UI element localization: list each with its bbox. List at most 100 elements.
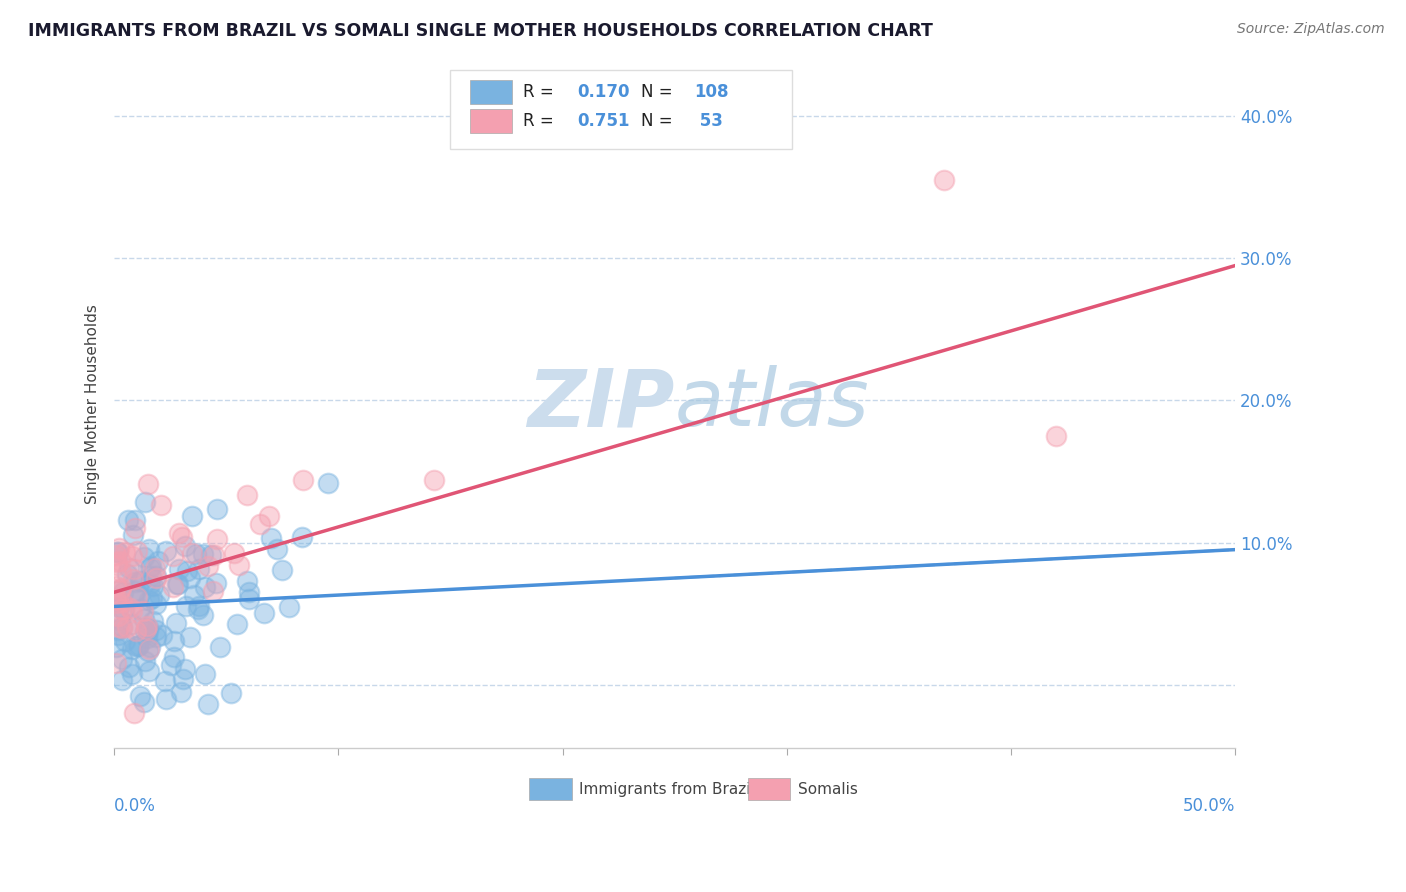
Point [107,545,129,559]
Point [238,584,260,599]
Point [105,592,128,607]
Text: 0.0%: 0.0% [114,797,156,814]
Point [121,572,143,586]
Text: 0.751: 0.751 [578,112,630,130]
Point [131,604,153,618]
Point [111,595,134,609]
Point [174,539,197,553]
Text: 0.170: 0.170 [578,83,630,101]
Point [124,584,146,599]
Point [183,588,205,602]
Point [174,599,197,613]
Point [145,569,167,583]
Point [236,488,259,502]
Point [138,664,160,678]
Point [114,634,136,648]
Point [134,624,156,639]
Point [111,621,134,635]
Point [145,597,167,611]
Point [162,549,184,563]
Point [105,596,128,610]
Point [124,521,146,535]
Point [207,501,229,516]
Point [115,620,138,634]
FancyBboxPatch shape [450,70,793,149]
Point [181,508,204,523]
Point [111,620,134,634]
Point [125,590,148,604]
Point [128,638,150,652]
Point [170,685,193,699]
Point [1045,429,1067,443]
Point [124,574,146,589]
Point [187,601,209,615]
Point [105,578,128,592]
Text: N =: N = [641,83,678,101]
Point [108,554,131,568]
Point [121,666,143,681]
Point [138,542,160,557]
Point [238,591,260,606]
Point [105,640,128,655]
Point [260,531,283,545]
Point [932,173,955,187]
Point [136,644,159,658]
Point [291,530,314,544]
Point [149,498,172,512]
Point [205,576,228,591]
Point [186,547,208,561]
Text: ZIP: ZIP [527,365,675,443]
Point [145,630,167,644]
Point [134,611,156,625]
Point [423,473,446,487]
Point [121,549,143,563]
Text: Somalis: Somalis [799,781,858,797]
Y-axis label: Single Mother Households: Single Mother Households [86,304,100,504]
Point [292,473,315,487]
Point [142,579,165,593]
Point [105,545,128,559]
Point [202,548,225,562]
Point [187,562,209,576]
Point [153,674,176,689]
Point [134,550,156,565]
Point [139,577,162,591]
Point [122,527,145,541]
Point [193,547,215,561]
FancyBboxPatch shape [470,79,512,104]
Point [134,495,156,509]
Point [134,654,156,668]
Point [197,697,219,711]
Point [105,584,128,599]
Point [165,615,187,630]
Point [163,633,186,648]
Point [108,620,131,634]
Point [150,628,173,642]
Text: Source: ZipAtlas.com: Source: ZipAtlas.com [1237,22,1385,37]
Point [166,577,188,591]
Point [141,568,163,582]
Text: 108: 108 [693,83,728,101]
Point [132,695,155,709]
Point [122,589,145,603]
Point [121,616,143,631]
Point [170,530,193,544]
Point [277,600,299,615]
Point [118,561,141,575]
Point [118,660,141,674]
Point [124,513,146,527]
Point [117,513,139,527]
Point [107,599,129,614]
Point [110,566,132,580]
Point [122,562,145,576]
Point [145,623,167,637]
Text: IMMIGRANTS FROM BRAZIL VS SOMALI SINGLE MOTHER HOUSEHOLDS CORRELATION CHART: IMMIGRANTS FROM BRAZIL VS SOMALI SINGLE … [28,22,934,40]
Point [129,690,152,704]
Point [128,574,150,588]
Text: 50.0%: 50.0% [1182,797,1236,814]
Point [105,556,128,570]
Point [257,509,280,524]
Point [200,548,222,562]
Point [136,620,159,634]
Point [121,641,143,656]
